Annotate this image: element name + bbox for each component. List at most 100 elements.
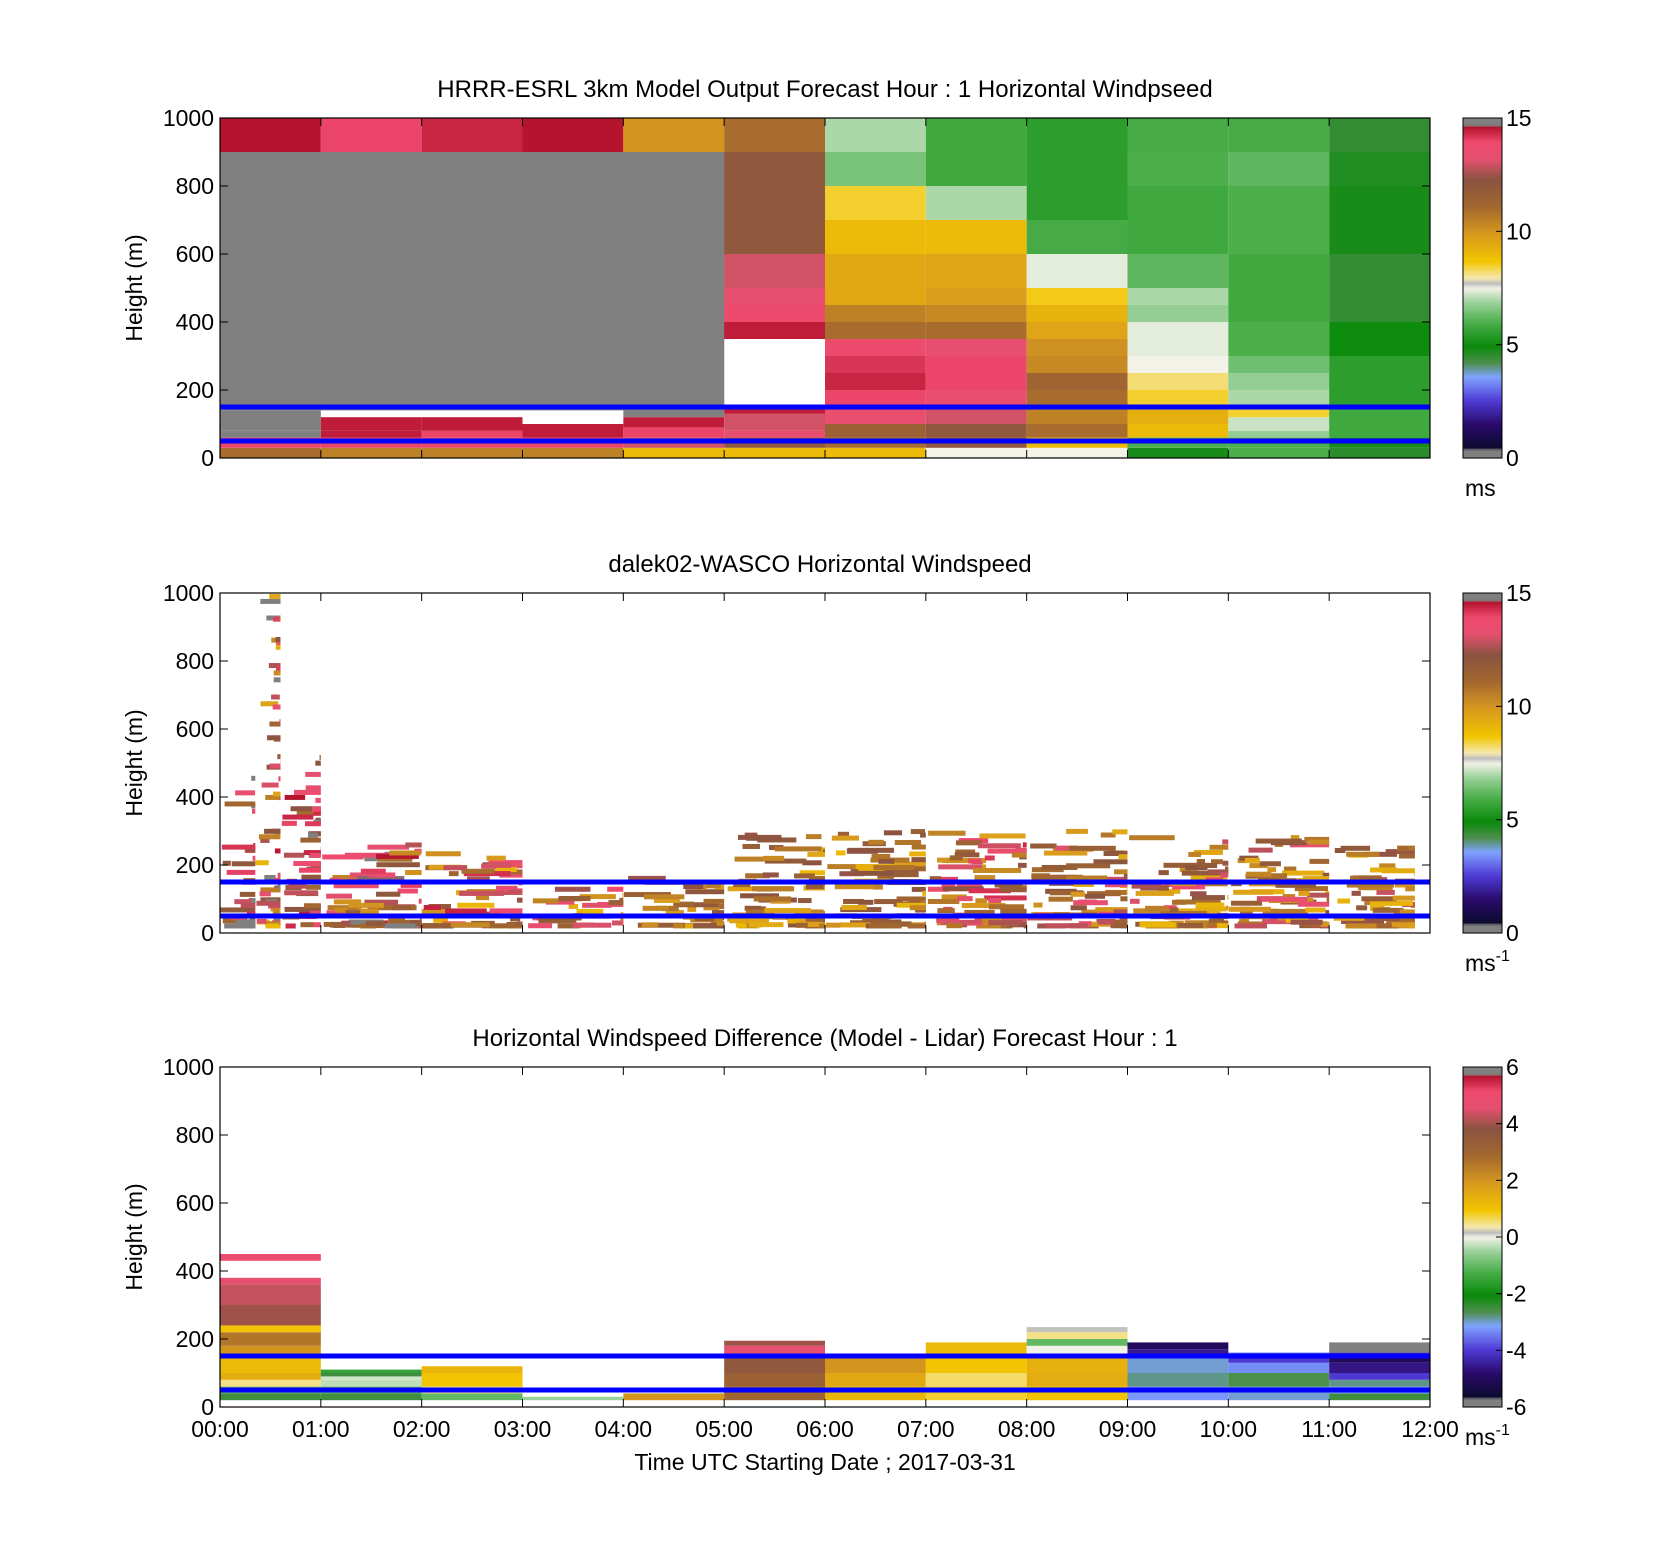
colorbar-swatch	[1463, 1077, 1502, 1080]
heatmap-cell	[988, 897, 1002, 903]
heatmap-cell	[288, 883, 307, 889]
colorbar-swatch	[1463, 216, 1502, 219]
heatmap-cell	[443, 865, 467, 871]
heatmap-cell	[284, 794, 306, 800]
heatmap-cell	[1228, 417, 1330, 431]
colorbar-swatch	[1463, 1161, 1502, 1164]
heatmap-cell	[1329, 356, 1430, 407]
colorbar-swatch	[1463, 1283, 1502, 1286]
colorbar-swatch	[1463, 276, 1502, 279]
heatmap-cell	[724, 322, 825, 339]
colorbar-swatch	[1463, 721, 1502, 724]
heatmap-cell	[1329, 447, 1430, 458]
heatmap-cell	[920, 832, 926, 838]
colorbar-tick-label: 0	[1506, 445, 1519, 471]
heatmap-cell	[1228, 356, 1330, 373]
heatmap-cell	[1196, 862, 1218, 868]
colorbar-swatch	[1463, 1363, 1502, 1366]
heatmap-cell	[467, 876, 490, 882]
heatmap-cell	[283, 852, 305, 858]
heatmap-cell	[475, 895, 490, 901]
colorbar-swatch	[1463, 248, 1502, 251]
colorbar-swatch	[1463, 697, 1502, 700]
colorbar-swatch	[1463, 643, 1502, 646]
colorbar-swatch	[1463, 1333, 1502, 1336]
heatmap-cell	[1233, 889, 1274, 895]
heatmap-cell	[858, 867, 892, 873]
colorbar-swatch	[1463, 893, 1502, 896]
heatmap-cell	[628, 875, 666, 881]
heatmap-cell	[907, 898, 922, 904]
axes: 0 200 400 600 800 1000	[163, 105, 1431, 471]
heatmap-cell	[265, 923, 281, 929]
heatmap-cell	[1195, 902, 1225, 908]
heatmap-cell	[1322, 872, 1330, 878]
heatmap-cell	[1127, 288, 1229, 305]
x-tick-label: 02:00	[393, 1416, 451, 1442]
heatmap-cell	[662, 906, 679, 912]
heatmap-cell	[825, 305, 926, 322]
heatmap-cell	[825, 220, 926, 254]
colorbar-swatch	[1463, 875, 1502, 878]
heatmap-cell	[376, 853, 419, 859]
colorbar-swatch	[1463, 142, 1502, 145]
colorbar-swatch	[1463, 1293, 1502, 1296]
heatmap-cell	[999, 887, 1027, 893]
heatmap-cell	[1228, 1356, 1330, 1363]
heatmap-cell	[221, 844, 256, 850]
colorbar-swatch	[1463, 1145, 1502, 1148]
heatmap-cell	[805, 834, 822, 840]
colorbar-swatch	[1463, 1141, 1502, 1144]
heatmap-cell	[1329, 1393, 1430, 1401]
colorbar-swatch	[1463, 1165, 1502, 1168]
heatmap-cell	[1045, 923, 1089, 929]
colorbar-swatch	[1463, 264, 1502, 267]
heatmap-cell	[367, 844, 410, 850]
heatmap-cell	[311, 806, 321, 812]
colorbar-swatch	[1463, 1325, 1502, 1328]
heatmap-cell	[724, 407, 825, 414]
heatmap-cell	[1329, 118, 1430, 152]
heatmap-cell	[568, 903, 579, 909]
colorbar-swatch	[1463, 1181, 1502, 1184]
colorbar-swatch	[1463, 651, 1502, 654]
heatmap-cell	[320, 118, 422, 152]
colorbar-swatch	[1463, 132, 1502, 135]
heatmap-cell	[271, 694, 280, 700]
heatmap-cell	[687, 906, 697, 912]
heatmap-cell	[1329, 254, 1430, 322]
heatmap-cell	[545, 899, 575, 905]
heatmap-cell	[927, 899, 960, 905]
colorbar-swatch	[1463, 1119, 1502, 1122]
colorbar-swatch	[1463, 847, 1502, 850]
colorbar-swatch	[1463, 204, 1502, 207]
heatmap-cell	[1135, 890, 1174, 896]
colorbar-swatch	[1463, 280, 1502, 283]
heatmap-cell	[673, 923, 684, 929]
y-tick-label: 0	[201, 920, 214, 946]
colorbar-swatch	[1463, 1157, 1502, 1160]
colorbar-swatch	[1463, 274, 1502, 277]
colorbar-swatch	[1463, 853, 1502, 856]
colorbar-tick-label: 6	[1506, 1054, 1519, 1080]
heatmap-cell	[358, 908, 379, 914]
heatmap-cell	[320, 1369, 422, 1373]
colorbar-unit-exponent: -1	[1496, 1422, 1510, 1439]
colorbar-swatch	[1463, 1313, 1502, 1316]
colorbar-swatch	[1463, 434, 1502, 437]
heatmap-cell	[279, 920, 281, 926]
heatmap-cell	[748, 922, 784, 928]
colorbar-swatch	[1463, 284, 1502, 287]
heatmap-cell	[724, 254, 825, 288]
heatmap-cell	[1228, 1362, 1330, 1373]
colorbar-swatch	[1463, 603, 1502, 606]
heatmap-cell	[1026, 373, 1128, 390]
colorbar-swatch	[1463, 1079, 1502, 1082]
heatmap-cell	[265, 794, 281, 800]
colorbar-swatch	[1463, 422, 1502, 425]
colorbar-swatch	[1463, 1361, 1502, 1364]
heatmap-cell	[825, 407, 926, 424]
heatmap-cell	[277, 872, 281, 878]
colorbar-swatch	[1463, 1311, 1502, 1314]
colorbar-swatch	[1463, 246, 1502, 249]
